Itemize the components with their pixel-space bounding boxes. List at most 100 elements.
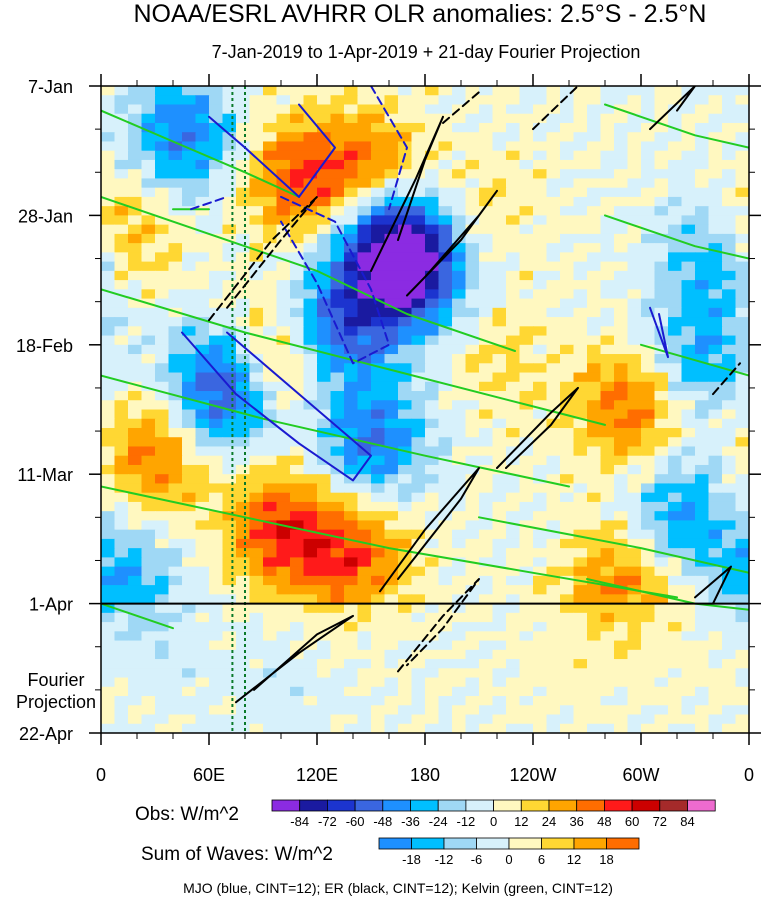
heatmap-cell xyxy=(249,455,264,466)
heatmap-cell xyxy=(735,612,749,623)
heatmap-cell xyxy=(101,538,116,549)
heatmap-cell xyxy=(668,104,683,115)
heatmap-cell xyxy=(141,594,156,605)
heatmap-cell xyxy=(627,723,642,733)
heatmap-cell xyxy=(303,427,318,438)
heatmap-cell xyxy=(371,585,386,595)
heatmap-cell xyxy=(722,446,737,457)
heatmap-cell xyxy=(290,132,305,143)
heatmap-cell xyxy=(222,714,237,725)
heatmap-cell xyxy=(222,594,237,605)
heatmap-cell xyxy=(681,381,696,392)
heatmap-cell xyxy=(533,622,548,632)
heatmap-cell xyxy=(506,113,521,124)
heatmap-cell xyxy=(249,696,264,706)
heatmap-cell xyxy=(155,557,170,568)
heatmap-cell xyxy=(114,381,129,392)
heatmap-cell xyxy=(438,243,453,253)
heatmap-cell xyxy=(398,483,413,494)
heatmap-cell xyxy=(168,178,183,189)
heatmap-cell xyxy=(249,492,264,503)
heatmap-cell xyxy=(479,501,494,512)
heatmap-cell xyxy=(506,538,521,549)
heatmap-cell xyxy=(276,122,291,133)
heatmap-cell xyxy=(303,104,318,115)
heatmap-cell xyxy=(722,474,737,485)
heatmap-cell xyxy=(600,603,615,614)
heatmap-cell xyxy=(182,511,197,522)
heatmap-cell xyxy=(357,520,372,531)
heatmap-cell xyxy=(587,307,602,318)
heatmap-cell xyxy=(128,427,143,438)
heatmap-cell xyxy=(398,705,413,716)
heatmap-cell xyxy=(303,464,318,475)
heatmap-cell xyxy=(344,243,359,253)
heatmap-cell xyxy=(546,418,561,429)
heatmap-cell xyxy=(560,603,575,614)
heatmap-cell xyxy=(465,705,480,716)
heatmap-cell xyxy=(398,427,413,438)
heatmap-cell xyxy=(384,594,399,605)
heatmap-cell xyxy=(492,418,507,429)
heatmap-cell xyxy=(560,178,575,189)
heatmap-cell xyxy=(654,178,669,189)
heatmap-cell xyxy=(249,196,264,207)
heatmap-cell xyxy=(209,612,224,623)
heatmap-cell xyxy=(357,141,372,152)
heatmap-cell xyxy=(290,464,305,475)
heatmap-cell xyxy=(330,270,345,281)
heatmap-cell xyxy=(587,501,602,512)
heatmap-cell xyxy=(101,640,116,651)
heatmap-cell xyxy=(209,104,224,115)
heatmap-cell xyxy=(209,270,224,281)
heatmap-cell xyxy=(560,492,575,503)
heatmap-cell xyxy=(654,640,669,651)
heatmap-cell xyxy=(695,381,710,392)
heatmap-cell xyxy=(317,557,332,568)
heatmap-cell xyxy=(654,289,669,300)
heatmap-cell xyxy=(195,548,210,558)
heatmap-cell xyxy=(236,705,251,716)
heatmap-cell xyxy=(479,483,494,494)
heatmap-cell xyxy=(546,344,561,355)
heatmap-cell xyxy=(479,696,494,706)
heatmap-cell xyxy=(708,668,723,679)
heatmap-cell xyxy=(114,335,129,346)
heatmap-cell xyxy=(101,409,116,420)
heatmap-cell xyxy=(290,224,305,235)
heatmap-cell xyxy=(330,326,345,337)
heatmap-cell xyxy=(263,298,278,309)
colorbar-tick-label: 60 xyxy=(625,814,639,829)
heatmap-cell xyxy=(344,548,359,558)
heatmap-cell xyxy=(735,122,749,133)
heatmap-cell xyxy=(101,696,116,706)
heatmap-cell xyxy=(398,289,413,300)
heatmap-cell xyxy=(303,178,318,189)
heatmap-cell xyxy=(303,317,318,327)
heatmap-cell xyxy=(290,668,305,679)
heatmap-cell xyxy=(101,354,116,364)
heatmap-cell xyxy=(641,178,656,189)
heatmap-cell xyxy=(209,492,224,503)
heatmap-cell xyxy=(222,354,237,364)
heatmap-cell xyxy=(209,243,224,253)
heatmap-cell xyxy=(371,446,386,457)
heatmap-cell xyxy=(465,104,480,115)
heatmap-cell xyxy=(641,418,656,429)
heatmap-cell xyxy=(357,391,372,401)
heatmap-cell xyxy=(425,640,440,651)
heatmap-cell xyxy=(303,455,318,466)
heatmap-cell xyxy=(668,215,683,226)
heatmap-cell xyxy=(735,640,749,651)
heatmap-cell xyxy=(128,483,143,494)
heatmap-cell xyxy=(425,187,440,198)
heatmap-cell xyxy=(195,575,210,586)
heatmap-cell xyxy=(317,437,332,448)
heatmap-cell xyxy=(452,252,467,263)
heatmap-cell xyxy=(533,261,548,272)
heatmap-cell xyxy=(128,391,143,401)
heatmap-cell xyxy=(155,113,170,124)
heatmap-cell xyxy=(506,464,521,475)
heatmap-cell xyxy=(438,344,453,355)
heatmap-cell xyxy=(357,612,372,623)
